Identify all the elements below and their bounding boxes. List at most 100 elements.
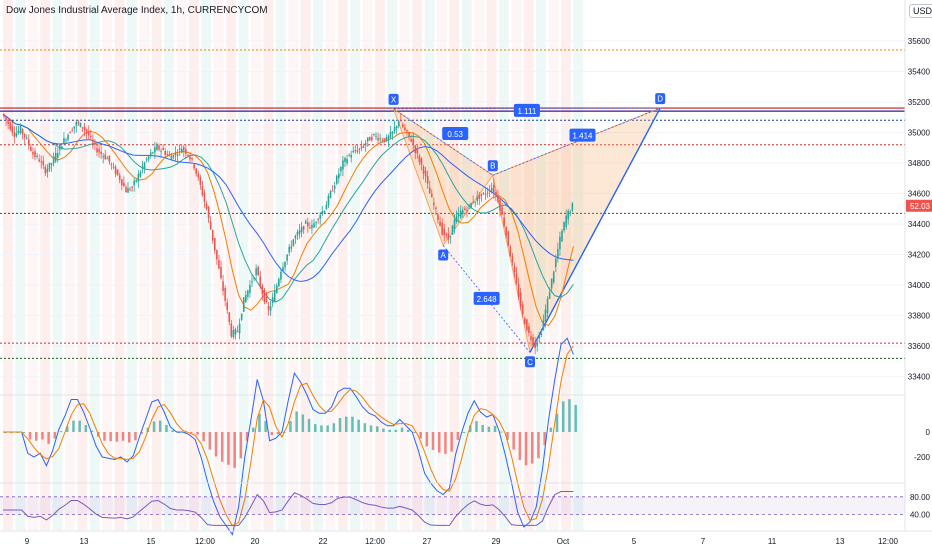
- session-band: [337, 0, 348, 530]
- time-tick-label: 12:00: [365, 537, 386, 546]
- candle-body: [335, 175, 338, 184]
- candle-body: [288, 246, 290, 253]
- macd-histogram-bar: [574, 404, 577, 432]
- macd-histogram-bar: [481, 425, 484, 432]
- candle-body: [290, 246, 293, 249]
- session-band: [15, 0, 26, 530]
- candle-body: [263, 290, 266, 302]
- macd-histogram-bar: [320, 425, 323, 432]
- candle-body: [44, 166, 47, 174]
- session-band: [499, 0, 509, 530]
- candle-body: [172, 155, 175, 158]
- candle-body: [397, 121, 400, 127]
- macd-histogram-bar: [264, 421, 267, 432]
- candle-body: [513, 266, 516, 273]
- candle-body: [259, 276, 262, 287]
- session-band: [412, 0, 423, 530]
- macd-histogram-bar: [307, 418, 311, 432]
- session-band: [89, 0, 100, 530]
- time-tick-label: 11: [768, 537, 777, 546]
- time-axis: 9 13 15 12:00 20 22 12:00 27 29 Oct 5 7 11 13 12:00: [0, 530, 932, 546]
- macd-histogram-bar: [239, 432, 243, 459]
- candle-body: [261, 285, 264, 295]
- price-tick-label: 34400: [908, 220, 931, 229]
- session-band: [127, 0, 137, 530]
- candle-body: [371, 136, 373, 140]
- session-band: [3, 0, 13, 530]
- candle-body: [242, 297, 245, 312]
- macd-histogram-bar: [357, 419, 360, 432]
- candle-body: [377, 137, 379, 141]
- current-price-label: 52.03: [910, 202, 931, 211]
- macd-histogram-bar: [301, 414, 305, 432]
- macd-histogram-bar: [35, 432, 38, 441]
- macd-histogram-bar: [450, 432, 453, 452]
- candle-body: [486, 192, 489, 194]
- candle-body: [416, 148, 419, 154]
- pattern-point-a: [438, 249, 449, 261]
- candle-body: [106, 158, 109, 160]
- macd-histogram-bar: [121, 432, 125, 441]
- session-band: [325, 0, 336, 530]
- candle-body: [276, 285, 278, 293]
- candle-body: [110, 163, 113, 165]
- pattern-point-label: B: [490, 162, 495, 171]
- candle-body: [265, 296, 268, 303]
- candle-body: [480, 193, 483, 196]
- session-band: [164, 0, 175, 530]
- session-band: [65, 0, 75, 530]
- candle-body: [542, 320, 545, 330]
- candle-body: [199, 176, 202, 185]
- time-tick-label: 7: [701, 537, 706, 546]
- candle-body: [135, 179, 138, 182]
- time-tick-label: 5: [632, 537, 637, 546]
- pattern-ratio: 1.414: [572, 132, 593, 141]
- candle-body: [168, 154, 171, 156]
- candle-body: [284, 261, 286, 268]
- candle-body: [402, 124, 404, 128]
- macd-histogram-bar: [332, 423, 336, 432]
- candle-body: [459, 210, 462, 218]
- candle-body: [470, 203, 472, 209]
- candle-body: [528, 326, 530, 333]
- candle-body: [278, 279, 280, 286]
- macd-panel: 0 -200: [0, 337, 931, 536]
- candle-body: [298, 230, 301, 234]
- candle-body: [209, 221, 212, 230]
- macd-histogram-bar: [196, 432, 199, 435]
- candle-body: [509, 246, 512, 257]
- candle-body: [28, 139, 30, 146]
- candle-body: [420, 158, 423, 165]
- macd-histogram-bar: [314, 424, 317, 432]
- macd-histogram-bar: [345, 416, 348, 432]
- candle-body: [333, 185, 336, 189]
- candle-body: [63, 138, 65, 144]
- candle-body: [23, 133, 26, 138]
- macd-signal-line: [3, 345, 574, 527]
- candle-body: [257, 267, 259, 276]
- candle-body: [218, 260, 220, 269]
- candle-body: [147, 156, 150, 160]
- candle-body: [387, 136, 390, 141]
- session-band: [548, 0, 559, 530]
- candle-body: [379, 138, 381, 140]
- macd-histogram-bar: [41, 432, 44, 440]
- candle-body: [154, 147, 156, 153]
- candle-body: [445, 234, 448, 236]
- macd-histogram-bar: [351, 416, 354, 432]
- candle-body: [521, 304, 524, 315]
- macd-histogram-bar: [245, 432, 249, 441]
- candle-body: [50, 163, 53, 166]
- candle-body: [493, 184, 495, 194]
- candle-body: [356, 150, 359, 152]
- candle-body: [156, 145, 158, 151]
- candle-body: [11, 125, 14, 133]
- currency-badge[interactable]: USD: [909, 4, 932, 18]
- session-band: [387, 0, 398, 530]
- candle-body: [478, 195, 481, 200]
- moving-averages: [2, 113, 574, 327]
- session-band: [399, 0, 410, 530]
- candle-body: [350, 155, 352, 158]
- macd-histogram-bar: [363, 423, 367, 432]
